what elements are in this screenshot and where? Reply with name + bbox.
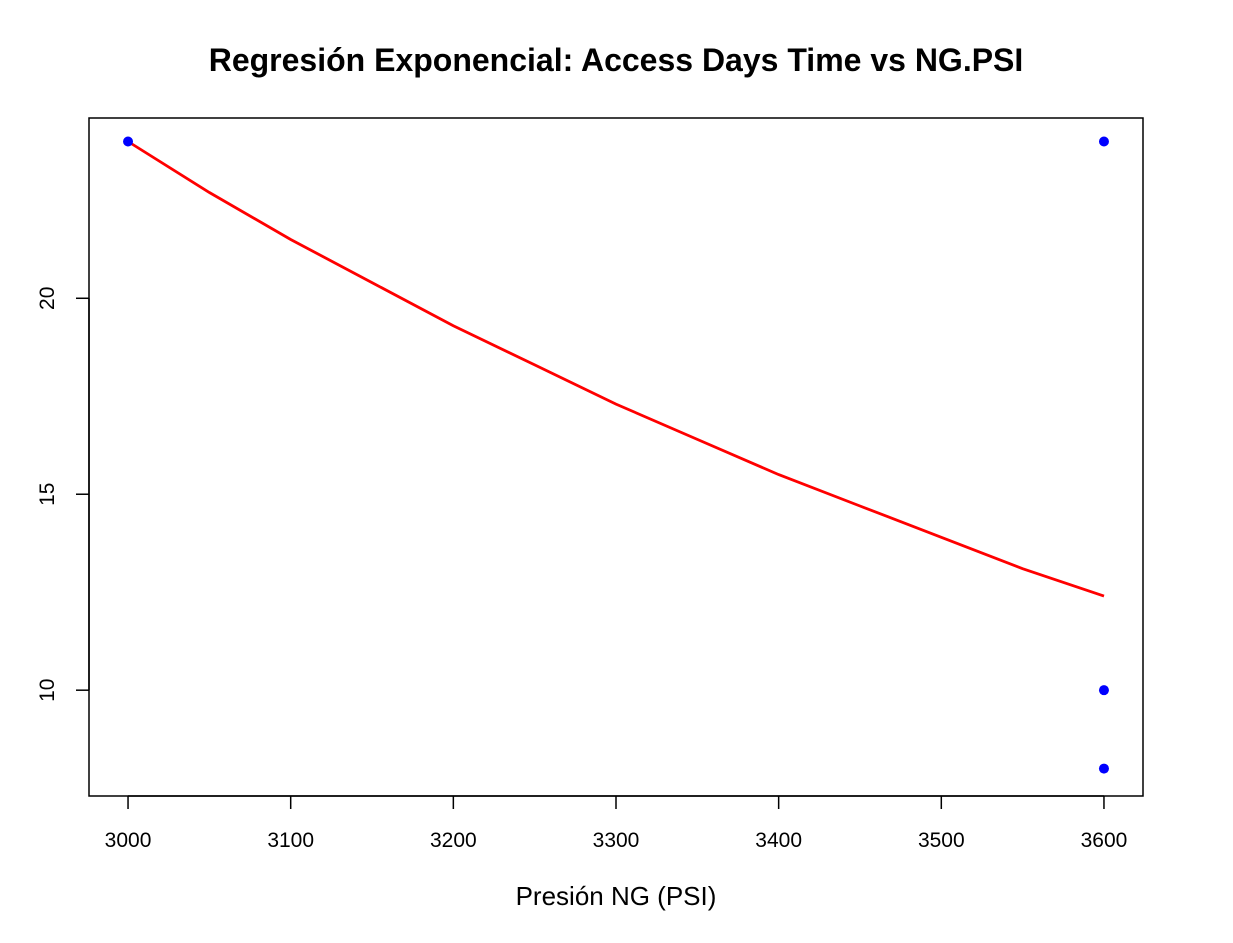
plot-frame [88, 117, 1144, 797]
data-point [1098, 685, 1109, 696]
x-tick-label: 3200 [430, 829, 477, 852]
y-axis: 10 15 20 [36, 287, 90, 702]
data-point [1098, 136, 1109, 147]
fit-curve [127, 140, 1105, 598]
y-tick-label: 15 [36, 483, 59, 506]
x-tick-label: 3300 [593, 829, 640, 852]
x-tick-label: 3100 [267, 829, 314, 852]
data-point [1098, 763, 1109, 774]
series-layer [123, 136, 1109, 774]
data-point [123, 136, 134, 147]
chart-title: Regresión Exponencial: Access Days Time … [209, 42, 1024, 78]
y-tick-label: 10 [36, 679, 59, 702]
x-axis-label: Presión NG (PSI) [516, 881, 717, 911]
x-tick-label: 3500 [918, 829, 965, 852]
x-tick-label: 3600 [1081, 829, 1128, 852]
x-tick-label: 3000 [105, 829, 152, 852]
x-tick-label: 3400 [755, 829, 802, 852]
y-tick-label: 20 [36, 287, 59, 310]
x-axis: 3000 3100 3200 3300 3400 3500 3600 [105, 795, 1128, 852]
